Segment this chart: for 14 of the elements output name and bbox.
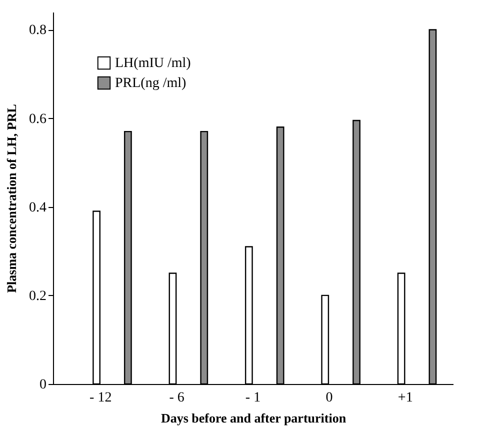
x-tick-label: - 6	[169, 390, 184, 406]
x-tick-label: +1	[398, 390, 413, 406]
legend-label: PRL(ng /ml)	[115, 76, 187, 91]
x-tick-label: - 1	[245, 390, 261, 406]
y-tick-label: 0.4	[29, 200, 46, 216]
x-tick-label: - 12	[90, 390, 112, 406]
legend-label: LH(mIU /ml)	[115, 56, 192, 71]
y-tick-label: 0	[40, 378, 46, 392]
x-tick-label: 0	[326, 390, 333, 406]
y-tick-label: 0.2	[29, 288, 46, 304]
x-axis-title: Days before and after parturition	[160, 410, 347, 426]
y-tick-label: 0.6	[29, 112, 46, 127]
y-tick-label: 0.8	[29, 23, 46, 38]
y-axis-title: Plasma concentration of LH, PRL	[4, 104, 19, 293]
